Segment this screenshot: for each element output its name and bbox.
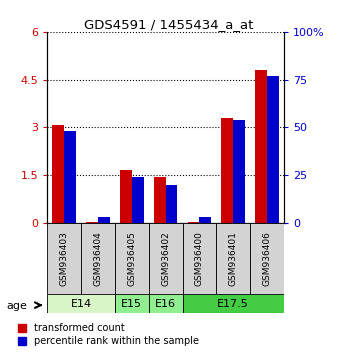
Text: GSM936405: GSM936405 — [127, 231, 136, 286]
Bar — [86, 222, 98, 223]
Bar — [47, 294, 115, 313]
Text: GSM936402: GSM936402 — [161, 231, 170, 286]
Bar — [199, 217, 211, 223]
Bar — [149, 294, 183, 313]
Text: GDS4591 / 1455434_a_at: GDS4591 / 1455434_a_at — [84, 18, 254, 31]
Text: GSM936403: GSM936403 — [60, 231, 69, 286]
Text: GSM936400: GSM936400 — [195, 231, 204, 286]
Text: E17.5: E17.5 — [217, 298, 249, 309]
Bar — [132, 177, 144, 223]
Text: GSM936404: GSM936404 — [94, 231, 102, 286]
Bar — [183, 223, 216, 294]
Bar — [267, 76, 279, 223]
Bar — [188, 222, 199, 223]
Bar — [98, 217, 110, 223]
Bar — [115, 294, 149, 313]
Text: GSM936406: GSM936406 — [263, 231, 271, 286]
Bar — [216, 223, 250, 294]
Bar — [166, 185, 177, 223]
Bar — [47, 223, 81, 294]
Bar — [255, 70, 267, 223]
Bar — [52, 125, 64, 223]
Legend: transformed count, percentile rank within the sample: transformed count, percentile rank withi… — [18, 324, 199, 346]
Text: age: age — [7, 301, 28, 311]
Bar — [221, 118, 233, 223]
Bar — [64, 131, 76, 223]
Bar — [154, 177, 166, 223]
Text: E14: E14 — [71, 298, 92, 309]
Bar — [149, 223, 183, 294]
Bar — [115, 223, 149, 294]
Bar — [183, 294, 284, 313]
Text: E16: E16 — [155, 298, 176, 309]
Bar — [81, 223, 115, 294]
Bar — [250, 223, 284, 294]
Text: GSM936401: GSM936401 — [229, 231, 238, 286]
Bar — [233, 120, 245, 223]
Text: E15: E15 — [121, 298, 142, 309]
Bar — [120, 171, 132, 223]
